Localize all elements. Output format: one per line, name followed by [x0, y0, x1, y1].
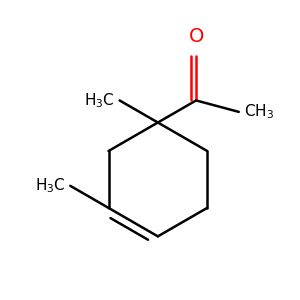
Text: H$_3$C: H$_3$C	[84, 91, 115, 110]
Text: H$_3$C: H$_3$C	[35, 176, 65, 195]
Text: CH$_3$: CH$_3$	[244, 103, 274, 121]
Text: O: O	[188, 28, 204, 46]
